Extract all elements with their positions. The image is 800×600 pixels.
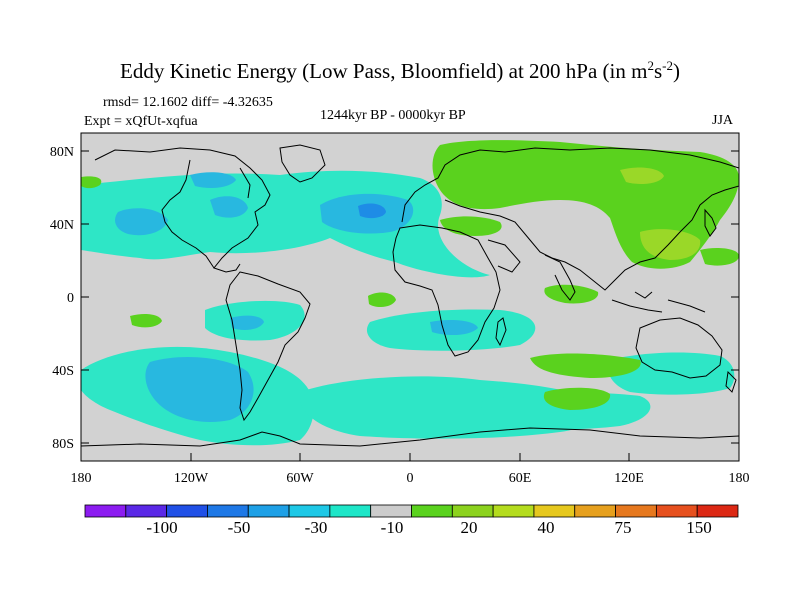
japan-coast — [704, 208, 717, 237]
lon-label: 60W — [286, 471, 314, 486]
east-asia-strong-positive-region — [640, 229, 701, 260]
colorbar-swatch — [574, 504, 616, 518]
lat-label: 0 — [67, 291, 74, 306]
lon-label: 0 — [407, 471, 414, 486]
colorbar-labels: -100 -50 -30 -10 20 40 75 150 — [146, 518, 711, 537]
south-pacific-core — [145, 357, 254, 422]
southern-ocean-negative-region — [480, 392, 651, 430]
contour-fields — [81, 140, 739, 446]
east-pacific-positive-region — [130, 313, 162, 328]
latitude-axis: 80N 40N 0 40S 80S — [50, 145, 739, 452]
indonesia-coast — [611, 291, 706, 313]
south-america-coast — [225, 271, 311, 422]
colorbar — [84, 504, 739, 518]
madagascar-coast — [495, 317, 507, 347]
lat-label: 40N — [50, 218, 74, 233]
lon-label: 180 — [71, 471, 92, 486]
stats-text: rmsd= 12.1602 diff= -4.32635 — [103, 95, 273, 110]
colorbar-swatch — [411, 504, 453, 518]
north-america-coast — [94, 147, 271, 273]
coastlines — [81, 144, 739, 447]
siberia-strong-positive-region — [620, 167, 664, 184]
colorbar-swatch — [451, 504, 494, 518]
east-asia-coast-positive-region — [700, 248, 739, 266]
colorbar-label: -100 — [146, 518, 177, 537]
colorbar-swatch — [615, 504, 657, 518]
lon-label: 180 — [729, 471, 750, 486]
north-america-core — [210, 196, 248, 218]
lat-label: 40S — [52, 364, 74, 379]
colorbar-swatch — [247, 504, 290, 518]
colorbar-swatch — [370, 504, 412, 518]
period-label: 1244kyr BP - 0000kyr BP — [320, 108, 466, 123]
arctic-positive-region — [81, 176, 102, 189]
colorbar-swatch — [84, 504, 127, 518]
colorbar-swatch — [655, 504, 698, 518]
tropical-atlantic-positive-region — [368, 292, 396, 308]
south-pacific-subtropic-core — [230, 315, 264, 330]
colorbar-swatch — [533, 504, 576, 518]
greenland-coast — [279, 144, 326, 183]
colorbar-swatch — [166, 504, 208, 518]
colorbar-swatch — [288, 504, 331, 518]
colorbar-label: -30 — [305, 518, 328, 537]
colorbar-label: 150 — [686, 518, 712, 537]
colorbar-label: 20 — [461, 518, 478, 537]
colorbar-label: -10 — [381, 518, 404, 537]
new-zealand-coast — [725, 370, 737, 393]
australia-positive-region — [543, 387, 611, 410]
africa-coast — [392, 224, 501, 357]
colorbar-label: 75 — [615, 518, 632, 537]
north-pacific-core — [115, 208, 168, 236]
arctic-atlantic-core — [190, 172, 236, 188]
north-atlantic-deep-core — [358, 203, 386, 219]
colorbar-label: -50 — [228, 518, 251, 537]
colorbar-label: 40 — [538, 518, 555, 537]
colorbar-swatch — [492, 504, 535, 518]
colorbar-swatch — [329, 504, 372, 518]
plot-title: Eddy Kinetic Energy (Low Pass, Bloomfiel… — [120, 58, 680, 83]
indian-ocean-positive-region — [544, 284, 599, 304]
colorbar-swatch — [125, 504, 168, 518]
longitude-axis: 180 120W 60W 0 60E 120E 180 — [71, 453, 750, 486]
eurasia-coast — [401, 147, 739, 291]
lon-label: 60E — [509, 471, 532, 486]
experiment-label: Expt = xQfUt-xqfua — [84, 114, 198, 129]
season-label: JJA — [712, 113, 734, 128]
colorbar-swatch — [696, 504, 739, 518]
lon-label: 120E — [614, 471, 644, 486]
lon-label: 120W — [174, 471, 209, 486]
colorbar-swatch — [207, 504, 249, 518]
lat-label: 80S — [52, 437, 74, 452]
arabia-india-coast — [487, 239, 576, 301]
australia-coast — [635, 317, 723, 379]
lat-label: 80N — [50, 145, 74, 160]
southern-ocean-positive-region — [530, 353, 641, 378]
antarctica-coast — [81, 427, 739, 447]
